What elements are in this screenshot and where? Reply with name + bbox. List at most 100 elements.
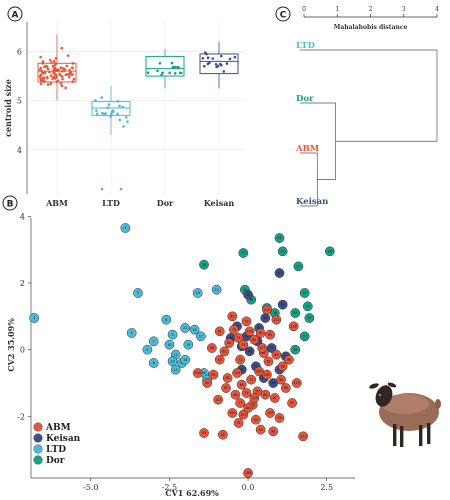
- scatter-point-id: 30: [243, 288, 247, 292]
- scatter-point-abm: 103: [213, 394, 224, 405]
- scatter-point-id: 5: [146, 348, 148, 352]
- box-plot-y-tick-label: 6: [17, 47, 22, 56]
- scatter-point-id: 23: [171, 359, 175, 363]
- box-plot-point: [216, 64, 220, 68]
- scatter-point-abm: 95: [274, 413, 285, 423]
- scatter-point-ltd: 16: [189, 324, 200, 335]
- scatter-point-id: 52: [254, 364, 258, 368]
- box-plot-y-label: centroid size: [3, 79, 13, 137]
- scatter-point-keisan: 41: [243, 289, 253, 300]
- box-plot-point: [38, 68, 42, 71]
- scatter-x-tick-label: -2.5: [162, 483, 177, 492]
- box-plot-point: [52, 60, 56, 63]
- scatter-point-ltd: 14: [180, 354, 190, 365]
- scatter-point-marker: [265, 329, 275, 340]
- sheep-ear-right: [387, 382, 397, 388]
- box-plot-point: [233, 55, 237, 59]
- scatter-point-abm: 75: [246, 374, 257, 385]
- scatter-point-id: 94: [259, 428, 263, 432]
- scatter-point-abm: 69: [236, 379, 247, 390]
- scatter-point-keisan: 56: [268, 378, 279, 388]
- scatter-x-tick-label: 0.0: [242, 483, 255, 492]
- box-plot-point: [116, 99, 120, 103]
- sheep-leg-1: [393, 424, 397, 446]
- box-plot-point: [40, 70, 44, 73]
- scatter-point-abm: 108: [243, 468, 253, 478]
- scatter-point-ltd: 10: [164, 339, 175, 350]
- box-plot-y-tick-label: 4: [17, 146, 22, 155]
- dendrogram-x-tick-label: 3: [402, 6, 406, 13]
- box-plot-point: [39, 55, 42, 59]
- scatter-point-id: 103: [215, 398, 221, 402]
- scatter-x-tick-label: 2.5: [320, 483, 333, 492]
- box-plot-point: [64, 73, 68, 77]
- scatter-point-marker: [249, 393, 260, 403]
- scatter-point-abm: 94: [255, 424, 266, 435]
- scatter-point-marker: [232, 368, 242, 378]
- scatter-point-abm: 97: [287, 398, 297, 408]
- scatter-y-tick-label: 4: [20, 212, 25, 221]
- box-plot-point: [46, 67, 50, 71]
- box-plot-point: [53, 69, 57, 72]
- scatter-point-id: 69: [240, 383, 244, 387]
- scatter-point-id: 93: [202, 431, 206, 435]
- scatter-point-id: 3: [137, 291, 139, 295]
- scatter-point-marker: [120, 223, 131, 233]
- scatter-point-abm: 58: [207, 343, 217, 353]
- scatter-point-abm: 107: [238, 409, 249, 420]
- scatter-point-abm: 104: [192, 368, 203, 378]
- scatter-point-abm: 115: [249, 393, 260, 403]
- box-plot-point: [95, 109, 98, 112]
- box-plot-point: [201, 56, 205, 60]
- scatter-point-id: 64: [226, 376, 230, 380]
- scatter-point-abm: 88: [276, 374, 286, 385]
- scatter-point-abm: 85: [265, 329, 275, 340]
- scatter-point-id: 32: [306, 304, 310, 308]
- scatter-point-keisan: 42: [277, 299, 288, 310]
- scatter-point-abm: 89: [280, 383, 291, 393]
- scatter-point-abm: 98: [277, 361, 288, 372]
- box-plot-point: [56, 79, 60, 82]
- scatter-point-id: 58: [210, 346, 214, 350]
- scatter-point-id: 92: [221, 433, 225, 437]
- box-plot-point: [38, 75, 42, 78]
- scatter-point-id: 91: [237, 421, 241, 425]
- legend-swatch-ltd: [33, 444, 43, 454]
- scatter-point-id: 16: [193, 328, 197, 332]
- dendrogram-x-ticks: 0 1 2 3 4: [302, 6, 439, 17]
- box-plot-point: [177, 66, 181, 69]
- box-plot-point: [42, 78, 45, 81]
- box-plot-point: [116, 112, 119, 116]
- box-plot-point: [61, 77, 64, 81]
- scatter-point-marker: [290, 308, 301, 318]
- box-plot-point: [170, 61, 174, 65]
- scatter-point-abm: 60: [202, 378, 213, 388]
- scatter-point-marker: [277, 361, 288, 372]
- panel-c-badge: [275, 6, 291, 22]
- scatter-point-abm: 66: [224, 338, 235, 348]
- scatter-point-marker: [180, 323, 190, 333]
- box-plot-point: [107, 103, 111, 106]
- box-plot-point: [52, 71, 55, 74]
- box-plot-point: [63, 68, 67, 71]
- scatter-point-marker: [244, 326, 255, 337]
- scatter-point-id: 80: [259, 331, 263, 335]
- scatter-point-id: 19: [196, 291, 200, 295]
- scatter-point-ltd: 8: [161, 314, 172, 325]
- scatter-point-abm: 109: [265, 408, 275, 418]
- scatter-point-abm: 101: [243, 403, 253, 413]
- box-plot-point: [71, 80, 74, 83]
- scatter-point-dor: 39: [290, 344, 301, 355]
- box-plot-point: [43, 70, 47, 74]
- scatter-point-marker: [222, 373, 233, 383]
- scatter-point-id: 7: [153, 339, 155, 343]
- dendrogram-leaf-label: Keisan: [296, 197, 328, 207]
- box-plot-point: [65, 64, 69, 68]
- scatter-point-marker: [277, 299, 288, 310]
- scatter-point-ltd: 7: [148, 336, 159, 347]
- scatter-point-marker: [249, 334, 260, 345]
- scatter-point-id: 89: [284, 386, 288, 390]
- scatter-point-id: 33: [293, 311, 297, 315]
